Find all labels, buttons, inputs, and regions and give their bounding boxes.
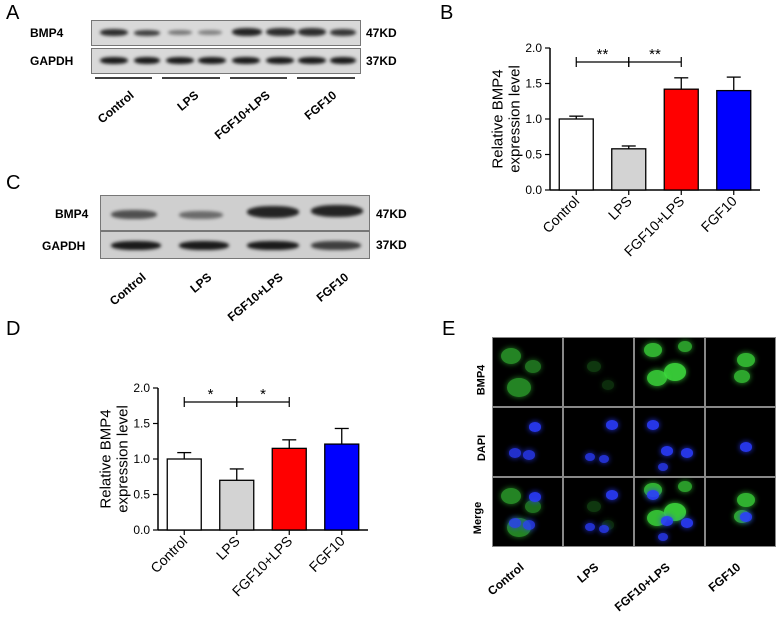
blot-a-group-fgf10: FGF10 <box>301 88 339 123</box>
blot-a-group-control: Control <box>95 88 137 127</box>
y-tick-label: 1.0 <box>133 452 150 466</box>
y-axis-label: Relative BMP4 expression level <box>490 65 524 173</box>
significance-label: * <box>260 386 266 403</box>
if-image-bmp4-fgf10-lps <box>634 337 705 407</box>
blot-a-group-brackets <box>95 77 355 79</box>
significance-label: ** <box>597 46 609 63</box>
y-tick-label: 0.0 <box>525 183 542 197</box>
bar-fgf10 <box>716 89 752 191</box>
blot-a-row-label-gapdh: GAPDH <box>30 54 74 68</box>
bar-fgf10-lps <box>663 88 699 191</box>
blot-c-group-fgf10: FGF10 <box>313 270 351 305</box>
bar-control <box>166 458 202 531</box>
bar-control <box>558 118 594 191</box>
y-tick-label: 0.5 <box>133 488 150 502</box>
blot-c-size-47kd: 47KD <box>376 207 407 221</box>
blot-a-group-fgf10-lps: FGF10+LPS <box>212 88 273 143</box>
if-image-merge-fgf10-lps <box>634 477 705 547</box>
if-image-dapi-fgf10 <box>705 407 776 477</box>
blot-a-bmp4-strip <box>91 20 361 46</box>
y-axis-label-line: Relative BMP4 <box>98 409 115 508</box>
blot-a-size-47kd: 47KD <box>366 26 397 40</box>
blot-c-size-37kd: 37KD <box>376 238 407 252</box>
blot-c-row-label-bmp4: BMP4 <box>55 207 89 221</box>
panel-letter-c: C <box>6 172 21 194</box>
panel-letter-e: E <box>442 318 456 340</box>
x-tick-label: FGF10 <box>698 193 740 235</box>
blot-c-group-control: Control <box>107 270 149 309</box>
if-image-dapi-lps <box>563 407 634 477</box>
if-row-label-dapi: DAPI <box>476 434 489 462</box>
y-tick-label: 1.5 <box>525 77 542 91</box>
x-tick-label: LPS <box>213 533 243 563</box>
y-tick-label: 2.0 <box>133 381 150 395</box>
bar-fgf10 <box>324 443 360 531</box>
x-tick-label: LPS <box>605 193 635 223</box>
blot-a-row-label-bmp4: BMP4 <box>30 26 64 40</box>
if-col-label-control: Control <box>485 560 527 599</box>
x-tick-label: Control <box>147 533 190 576</box>
y-axis-label-line: expression level <box>507 65 524 173</box>
x-tick-label: Control <box>539 193 582 236</box>
y-axis-label-line: Relative BMP4 <box>490 69 507 168</box>
x-tick-label: FGF10 <box>306 533 348 575</box>
if-col-label-fgf10: FGF10 <box>705 560 743 595</box>
y-tick-label: 1.0 <box>525 112 542 126</box>
blot-c-group-lps: LPS <box>187 270 214 296</box>
blot-c-group-fgf10-lps: FGF10+LPS <box>225 270 286 325</box>
significance-label: * <box>208 386 214 403</box>
bar-lps <box>219 479 255 531</box>
blot-a-size-37kd: 37KD <box>366 54 397 68</box>
bar-lps <box>611 148 647 191</box>
y-axis-label: Relative BMP4 expression level <box>98 405 132 513</box>
bar-fgf10-lps <box>271 447 307 531</box>
blot-c-gapdh-strip <box>100 231 370 259</box>
panel-letter-b: B <box>440 2 454 24</box>
if-image-dapi-control <box>492 407 563 477</box>
if-image-bmp4-lps <box>563 337 634 407</box>
y-axis-label-line: expression level <box>115 405 132 513</box>
blot-c-bmp4-strip <box>100 195 370 231</box>
if-image-merge-lps <box>563 477 634 547</box>
if-row-label-merge: Merge <box>472 501 485 535</box>
if-col-label-lps: LPS <box>574 560 601 586</box>
blot-a-group-lps: LPS <box>174 88 201 114</box>
y-tick-label: 0.0 <box>133 523 150 537</box>
if-image-dapi-fgf10-lps <box>634 407 705 477</box>
if-image-merge-fgf10 <box>705 477 776 547</box>
blot-a-gapdh-strip <box>91 48 361 74</box>
if-row-label-bmp4: BMP4 <box>475 364 488 396</box>
y-tick-label: 2.0 <box>525 41 542 55</box>
if-image-merge-control <box>492 477 563 547</box>
blot-c-row-label-gapdh: GAPDH <box>42 239 86 253</box>
y-tick-label: 0.5 <box>525 148 542 162</box>
panel-letter-a: A <box>6 2 20 24</box>
significance-label: ** <box>649 46 661 63</box>
y-tick-label: 1.5 <box>133 417 150 431</box>
if-image-bmp4-control <box>492 337 563 407</box>
panel-letter-d: D <box>6 318 21 340</box>
if-image-bmp4-fgf10 <box>705 337 776 407</box>
if-col-label-fgf10-lps: FGF10+LPS <box>612 560 673 615</box>
